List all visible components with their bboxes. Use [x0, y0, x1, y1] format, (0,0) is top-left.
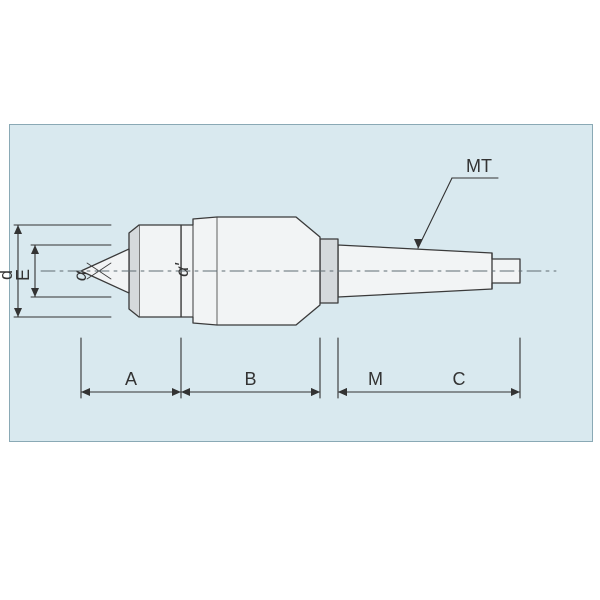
- svg-text:C: C: [453, 369, 466, 389]
- technical-drawing: ABMCdEαα'MT: [0, 0, 600, 600]
- svg-text:α: α: [70, 270, 90, 281]
- svg-text:A: A: [125, 369, 137, 389]
- svg-text:α': α': [172, 263, 192, 277]
- svg-text:MT: MT: [466, 156, 492, 176]
- svg-text:E: E: [13, 269, 33, 281]
- svg-text:M: M: [368, 369, 383, 389]
- svg-text:B: B: [244, 369, 256, 389]
